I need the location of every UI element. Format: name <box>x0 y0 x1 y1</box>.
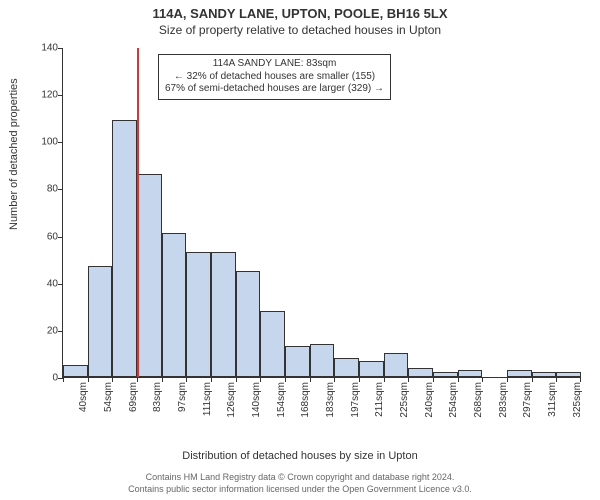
x-tick-mark <box>580 377 581 382</box>
x-tick-label: 325sqm <box>572 382 583 418</box>
x-tick-mark <box>260 377 261 382</box>
x-tick-label: 126sqm <box>226 382 237 418</box>
histogram-bar <box>63 365 88 377</box>
x-tick-label: 225sqm <box>399 382 410 418</box>
x-tick-mark <box>334 377 335 382</box>
histogram-bar <box>408 368 433 377</box>
x-tick-mark <box>63 377 64 382</box>
y-tick-mark <box>58 48 63 49</box>
x-tick-mark <box>482 377 483 382</box>
x-tick-label: 111sqm <box>202 382 213 416</box>
x-tick-label: 83sqm <box>152 382 163 412</box>
x-axis-label: Distribution of detached houses by size … <box>0 450 600 462</box>
x-tick-mark <box>532 377 533 382</box>
histogram-bar <box>359 361 384 378</box>
histogram-bar <box>556 372 581 377</box>
x-tick-label: 268sqm <box>473 382 484 418</box>
x-tick-mark <box>433 377 434 382</box>
annotation-line1: 114A SANDY LANE: 83sqm <box>165 58 384 71</box>
histogram-bar <box>162 233 187 377</box>
x-tick-mark <box>137 377 138 382</box>
annotation-box: 114A SANDY LANE: 83sqm← 32% of detached … <box>158 54 391 100</box>
chart-title-line2: Size of property relative to detached ho… <box>0 23 600 37</box>
x-tick-label: 69sqm <box>128 382 139 412</box>
histogram-bar <box>186 252 211 377</box>
histogram-bar <box>532 372 557 377</box>
histogram-bar <box>112 120 137 377</box>
y-tick-mark <box>58 95 63 96</box>
histogram-bar <box>334 358 359 377</box>
y-tick-label: 60 <box>28 231 58 242</box>
x-tick-label: 311sqm <box>547 382 558 417</box>
histogram-bar <box>310 344 335 377</box>
x-tick-label: 54sqm <box>103 382 114 412</box>
histogram-bar <box>433 372 458 377</box>
histogram-bar <box>384 353 409 377</box>
histogram-bar <box>236 271 261 377</box>
x-tick-mark <box>408 377 409 382</box>
footer-copyright-1: Contains HM Land Registry data © Crown c… <box>0 472 600 482</box>
x-tick-mark <box>162 377 163 382</box>
y-tick-label: 140 <box>28 43 58 54</box>
x-tick-mark <box>211 377 212 382</box>
x-tick-label: 140sqm <box>251 382 262 418</box>
x-tick-mark <box>359 377 360 382</box>
histogram-bar <box>211 252 236 377</box>
y-tick-mark <box>58 284 63 285</box>
x-tick-mark <box>88 377 89 382</box>
x-tick-label: 211sqm <box>374 382 385 417</box>
y-tick-label: 100 <box>28 137 58 148</box>
x-tick-label: 154sqm <box>276 382 287 418</box>
x-tick-label: 97sqm <box>177 382 188 412</box>
plot-area: 02040608010012014040sqm54sqm69sqm83sqm97… <box>62 48 580 378</box>
annotation-line2: ← 32% of detached houses are smaller (15… <box>165 71 384 84</box>
x-tick-mark <box>458 377 459 382</box>
y-tick-label: 80 <box>28 184 58 195</box>
x-tick-label: 283sqm <box>498 382 509 418</box>
histogram-bar <box>88 266 113 377</box>
x-tick-label: 297sqm <box>522 382 533 418</box>
x-tick-label: 40sqm <box>78 382 89 412</box>
x-tick-mark <box>556 377 557 382</box>
x-tick-mark <box>507 377 508 382</box>
reference-line <box>137 48 139 377</box>
y-tick-mark <box>58 189 63 190</box>
y-tick-mark <box>58 142 63 143</box>
x-tick-mark <box>112 377 113 382</box>
y-tick-mark <box>58 237 63 238</box>
histogram-bar <box>260 311 285 377</box>
x-tick-mark <box>310 377 311 382</box>
y-axis-label: Number of detached properties <box>8 78 20 230</box>
histogram-bar <box>458 370 483 377</box>
x-tick-label: 254sqm <box>448 382 459 418</box>
histogram-bar <box>285 346 310 377</box>
chart-title-line1: 114A, SANDY LANE, UPTON, POOLE, BH16 5LX <box>0 6 600 21</box>
x-tick-mark <box>384 377 385 382</box>
y-tick-label: 20 <box>28 325 58 336</box>
x-tick-mark <box>285 377 286 382</box>
x-tick-label: 197sqm <box>350 382 361 418</box>
y-tick-mark <box>58 331 63 332</box>
annotation-line3: 67% of semi-detached houses are larger (… <box>165 83 384 96</box>
x-tick-label: 183sqm <box>325 382 336 418</box>
x-tick-mark <box>236 377 237 382</box>
x-tick-label: 240sqm <box>424 382 435 418</box>
footer-copyright-2: Contains public sector information licen… <box>0 484 600 494</box>
histogram-bar <box>137 174 162 377</box>
y-tick-label: 40 <box>28 278 58 289</box>
x-tick-label: 168sqm <box>300 382 311 418</box>
chart-area: 02040608010012014040sqm54sqm69sqm83sqm97… <box>62 48 580 428</box>
x-tick-mark <box>186 377 187 382</box>
histogram-bar <box>507 370 532 377</box>
y-tick-label: 120 <box>28 90 58 101</box>
y-tick-label: 0 <box>28 373 58 384</box>
